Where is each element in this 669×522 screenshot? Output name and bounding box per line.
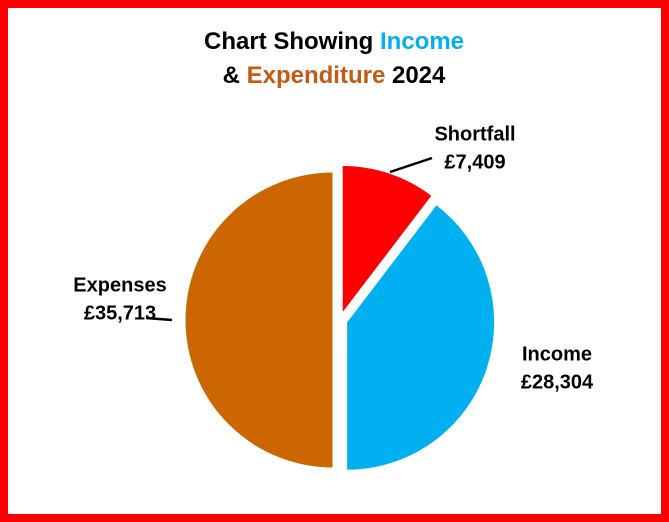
slice-label: Expenses: [73, 274, 166, 296]
slice-value-label: £7,409: [444, 151, 505, 173]
title-line: Chart Showing Income: [204, 28, 464, 55]
slice-label: Shortfall: [434, 123, 515, 145]
title-part: Expenditure: [247, 62, 386, 89]
title-part: &: [223, 62, 247, 89]
chart-title: Chart Showing Income & Expenditure 2024: [204, 28, 464, 89]
title-part: Chart Showing: [204, 28, 380, 55]
leader-line: [145, 316, 173, 322]
pie: Shortfall £7,409 Income £28,304 Expenses £35,…: [73, 123, 594, 471]
slice-value-label: £35,713: [84, 302, 156, 324]
title-part: Income: [380, 28, 464, 55]
pie-slice: [341, 164, 433, 315]
title-part: 2024: [385, 62, 446, 89]
pie-slice: [184, 171, 334, 469]
pie-slice: [346, 203, 496, 471]
slice-value-label: £28,304: [521, 371, 594, 393]
title-line: & Expenditure 2024: [223, 62, 446, 89]
slice-label: Income: [522, 343, 592, 365]
leader-line: [389, 156, 433, 174]
